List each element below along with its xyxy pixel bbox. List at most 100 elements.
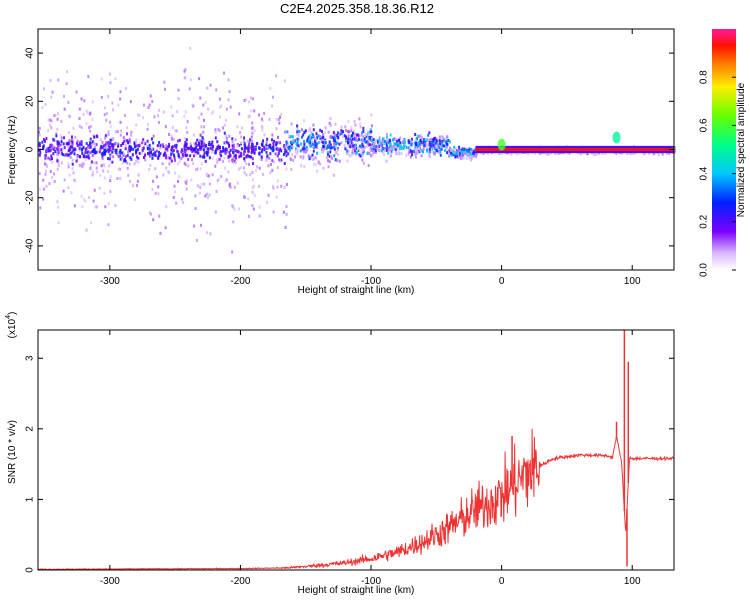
spectrogram-cell bbox=[368, 132, 371, 136]
spectrogram-cell bbox=[134, 140, 137, 144]
spectrogram-cell bbox=[557, 151, 560, 155]
spectrogram-cell bbox=[363, 146, 366, 150]
spectrogram-cell bbox=[78, 107, 81, 111]
spectrogram-cell bbox=[203, 151, 206, 155]
spectrogram-cell bbox=[82, 145, 85, 149]
spectrogram-cell bbox=[91, 173, 94, 177]
spectrogram-cell bbox=[220, 104, 223, 108]
spectrogram-cell bbox=[399, 141, 402, 145]
spectrogram-cell bbox=[321, 136, 324, 140]
spectrogram-cell bbox=[183, 69, 186, 73]
spectrogram-cell bbox=[261, 141, 264, 145]
spectrogram-cell bbox=[149, 151, 152, 155]
spectrogram-cell bbox=[200, 125, 203, 129]
spectrogram-cell bbox=[407, 146, 410, 150]
spectrogram-cell bbox=[175, 145, 178, 149]
spectrogram-cell bbox=[260, 150, 263, 154]
spectrogram-cell bbox=[415, 146, 418, 150]
spectrogram-cell bbox=[84, 199, 87, 203]
spectrogram-cell bbox=[371, 149, 374, 153]
spectrogram-cell bbox=[466, 150, 469, 154]
spectrogram-cell bbox=[95, 166, 98, 170]
spectrogram-cell bbox=[214, 130, 217, 134]
spectrogram-cell bbox=[436, 142, 439, 146]
spectrogram-steady-line bbox=[475, 148, 674, 151]
spectrogram-cell bbox=[73, 152, 76, 156]
spectrogram-cell bbox=[141, 141, 144, 145]
spectrogram-cell bbox=[276, 185, 279, 189]
spectrogram-cell bbox=[334, 144, 337, 148]
spectrogram-cell bbox=[218, 129, 221, 133]
spectrogram-cell bbox=[91, 154, 94, 158]
spectrogram-cell bbox=[108, 164, 111, 168]
spectrogram-cell bbox=[86, 150, 89, 154]
spectrogram-cell bbox=[351, 131, 354, 135]
spectrogram-cell bbox=[49, 118, 52, 122]
spectrogram-cell bbox=[292, 139, 295, 143]
spectrogram-cell bbox=[189, 46, 192, 50]
spectrogram-cell bbox=[55, 132, 58, 136]
spectrogram-cell bbox=[409, 150, 412, 154]
spectrogram-cell bbox=[186, 120, 189, 124]
spectrogram-cell bbox=[225, 148, 228, 152]
spectrogram-cell bbox=[60, 119, 63, 123]
spectrogram-cell bbox=[216, 140, 219, 144]
spectrogram-cell bbox=[322, 140, 325, 144]
spectrogram-cell bbox=[91, 100, 94, 104]
spectrogram-cell bbox=[135, 184, 138, 188]
spectrogram-cell bbox=[44, 162, 47, 166]
spectrogram-cell bbox=[227, 159, 230, 163]
spectrogram-cell bbox=[303, 130, 306, 134]
spectrogram-cell bbox=[362, 126, 365, 130]
spectrogram-cell bbox=[127, 173, 130, 177]
spectrogram-cell bbox=[382, 147, 385, 151]
spectrogram-cell bbox=[403, 145, 406, 149]
spectrogram-cell bbox=[137, 160, 140, 164]
spectrogram-cell bbox=[457, 151, 460, 155]
spectrogram-cell bbox=[303, 149, 306, 153]
spectrogram-cell bbox=[258, 184, 261, 188]
spectrogram-cell bbox=[271, 133, 274, 137]
spectrogram-cell bbox=[296, 152, 299, 156]
spectrogram-cell bbox=[53, 146, 56, 150]
spectrogram-cell bbox=[80, 125, 83, 129]
spectrogram-cell bbox=[329, 150, 332, 154]
spectrogram-cell bbox=[152, 141, 155, 145]
spectrogram-cell bbox=[428, 131, 431, 135]
spectrogram-cell bbox=[187, 164, 190, 168]
spectrogram-cell bbox=[135, 144, 138, 148]
spectrogram-cell bbox=[168, 142, 171, 146]
spectrogram-cell bbox=[279, 159, 282, 163]
spectrogram-cell bbox=[109, 190, 112, 194]
spectrogram-cell bbox=[354, 146, 357, 150]
spectrogram-cell bbox=[135, 138, 138, 142]
spectrogram-cell bbox=[102, 162, 105, 166]
spectrogram-cell bbox=[272, 210, 275, 214]
spectrogram-cell bbox=[173, 137, 176, 141]
spectrogram-cell bbox=[256, 142, 259, 146]
spectrogram-cell bbox=[352, 149, 355, 153]
spectrogram-cell bbox=[296, 150, 299, 154]
spectrogram-cell bbox=[95, 143, 98, 147]
spectrogram-cell bbox=[327, 144, 330, 148]
spectrogram-cell bbox=[103, 113, 106, 117]
spectrogram-cell bbox=[49, 170, 52, 174]
spectrogram-cell bbox=[208, 156, 211, 160]
spectrogram-cell bbox=[53, 172, 56, 176]
spectrogram-cell bbox=[89, 164, 92, 168]
spectrogram-cell bbox=[462, 147, 465, 151]
spectrogram-cell bbox=[69, 141, 72, 145]
snr-x-tick-label: 0 bbox=[499, 576, 505, 587]
spectrogram-cell bbox=[94, 205, 97, 209]
spectrogram-cell bbox=[415, 137, 418, 141]
spectrogram-cell bbox=[420, 143, 423, 147]
spectrogram-cell bbox=[378, 139, 381, 143]
spectrogram-cell bbox=[279, 115, 282, 119]
spectrogram-cell bbox=[301, 147, 304, 151]
spectrogram-cell bbox=[283, 79, 286, 83]
spectrogram-cell bbox=[69, 155, 72, 159]
spectrogram-cell bbox=[67, 145, 70, 149]
spectrogram-cell bbox=[46, 147, 49, 151]
spectrogram-cell bbox=[407, 149, 410, 153]
spectrogram-cell bbox=[324, 141, 327, 145]
